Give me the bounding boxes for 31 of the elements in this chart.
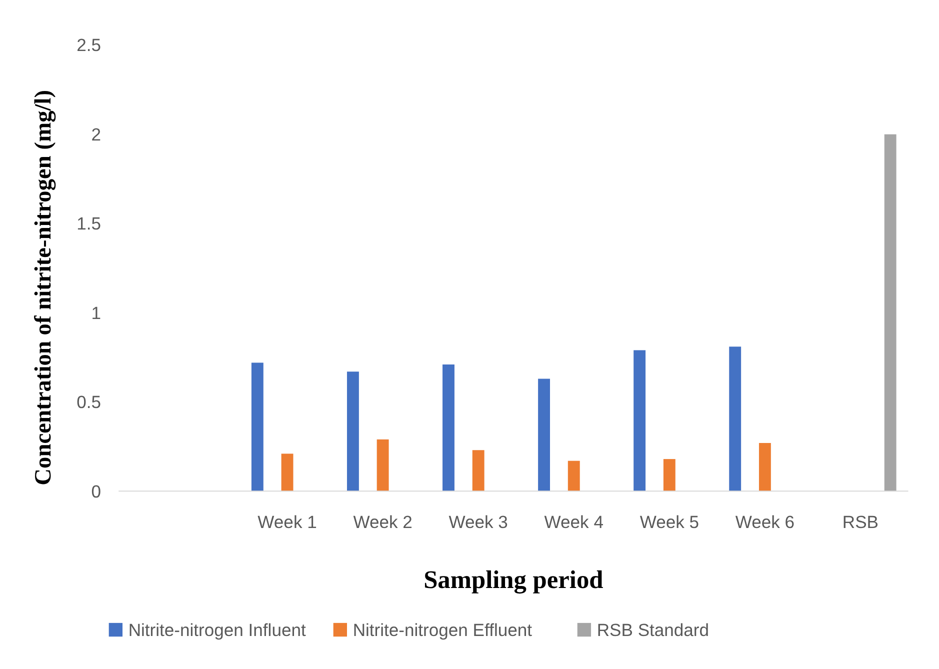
y-tick-label: 1.5: [76, 214, 102, 234]
y-tick-label: 2: [91, 124, 102, 144]
bar: [634, 350, 646, 492]
bar: [568, 460, 580, 492]
bar: [346, 372, 359, 492]
x-tick-label: Week 6: [735, 512, 795, 532]
x-axis-title: Sampling period: [424, 566, 604, 594]
y-tick-label: 2.5: [76, 35, 102, 56]
y-tick-label: 0.5: [76, 392, 102, 412]
legend-label: Nitrite-nitrogen Effluent: [352, 620, 532, 640]
bar: [663, 459, 676, 492]
x-tick-label: Week 2: [353, 512, 412, 532]
x-tick-label: Week 5: [640, 512, 700, 532]
y-tick-label: 0: [91, 481, 102, 502]
bar: [758, 442, 771, 492]
x-tick-label: Week 3: [448, 512, 508, 532]
y-tick-label: 1: [91, 302, 102, 323]
y-axis-title: Concentration of nitrite-nitrogen (mg/l): [30, 90, 56, 486]
x-tick-label: Week 1: [258, 512, 317, 532]
legend-label: Nitrite-nitrogen Influent: [128, 620, 306, 640]
x-tick-label: Week 4: [544, 512, 604, 532]
bar: [729, 346, 742, 492]
bar: [472, 450, 484, 492]
x-tick-label: RSB: [842, 512, 879, 532]
bar: [281, 454, 294, 492]
bar: [538, 378, 550, 492]
bar: [251, 362, 264, 492]
bar: [376, 439, 389, 492]
bar: [442, 364, 454, 492]
legend-label: RSB Standard: [596, 620, 710, 640]
bar: [884, 134, 896, 492]
